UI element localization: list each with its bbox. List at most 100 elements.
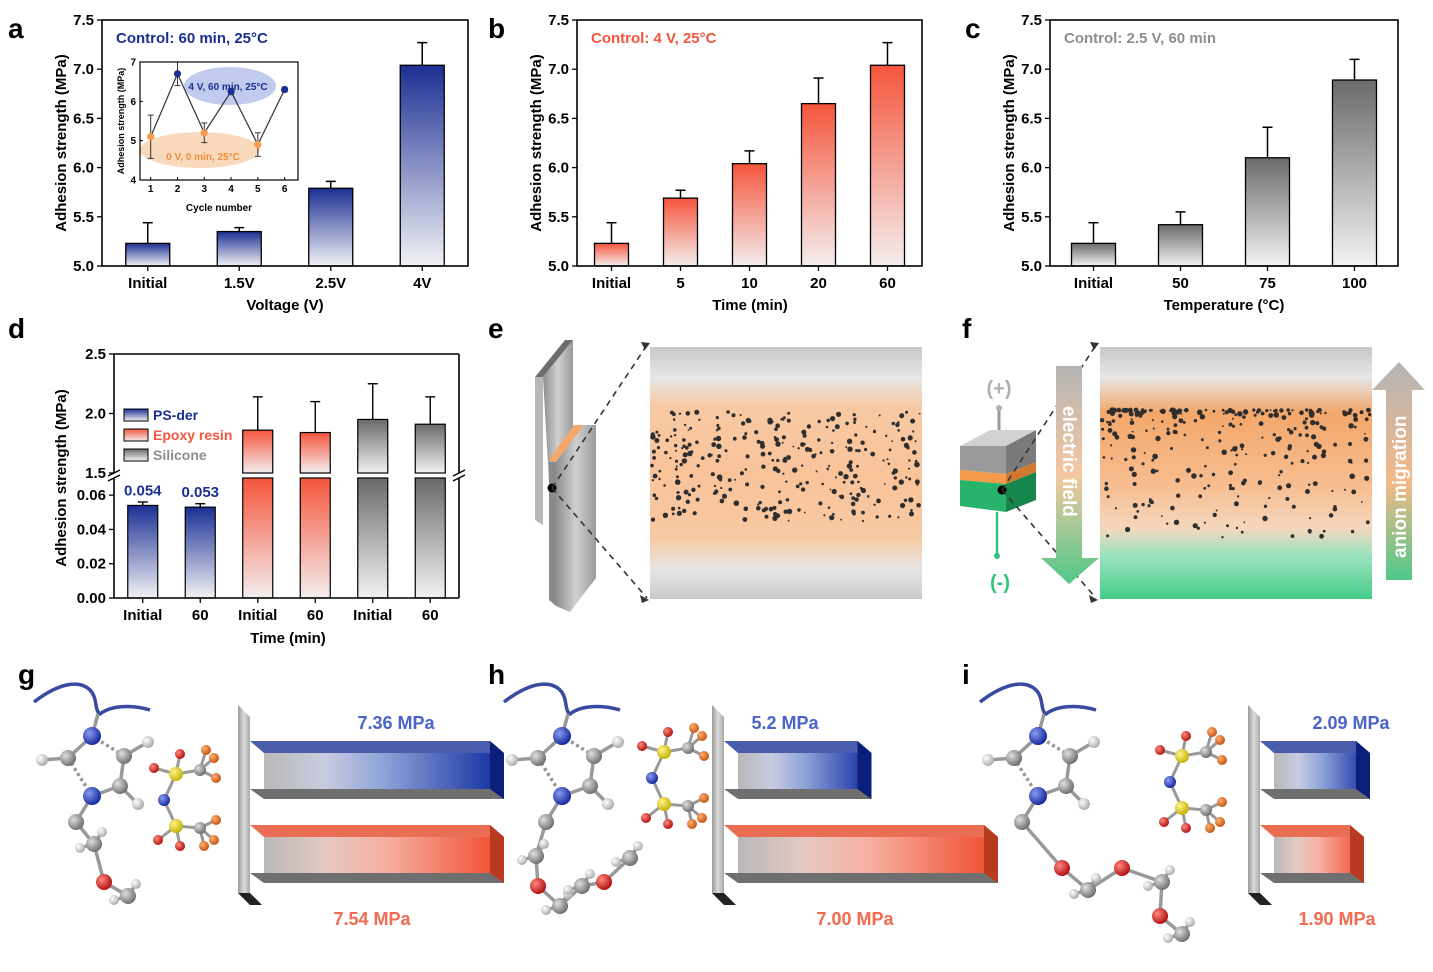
carbon-atom: [682, 800, 694, 812]
ion-particle: [1141, 502, 1145, 507]
ion-particle: [912, 450, 917, 455]
ion-particle: [1287, 411, 1292, 416]
ion-particle: [1235, 453, 1239, 457]
ion-particle: [1198, 494, 1203, 499]
ion-particle: [655, 498, 657, 500]
panel-label-c: c: [965, 13, 981, 44]
ion-particle: [1258, 421, 1264, 426]
ion-particle: [918, 412, 921, 415]
ion-particle: [783, 456, 787, 460]
ion-particle: [1261, 436, 1264, 439]
ion-particle: [696, 464, 700, 468]
ion-particle: [850, 480, 855, 485]
slab-bottom-underside: [724, 873, 998, 883]
ion-particle: [828, 464, 831, 468]
oxygen-atom: [1114, 860, 1130, 876]
ion-particle: [806, 424, 812, 429]
carbon-atom: [60, 750, 76, 766]
hydrogen-atom: [132, 798, 144, 810]
ion-particle: [1277, 485, 1283, 491]
slab-bottom-face: [1260, 825, 1364, 837]
nitrogen-atom: [553, 787, 571, 805]
ion-particle: [662, 512, 669, 518]
ion-particle: [829, 515, 835, 521]
y-tick-label: 6.5: [73, 110, 94, 127]
ion-particle: [1114, 507, 1117, 510]
ion-particle: [1320, 452, 1326, 459]
carbon-atom: [530, 750, 546, 766]
ion-particle: [685, 411, 691, 416]
ion-particle: [727, 478, 732, 482]
negative-terminal-label: (-): [990, 572, 1010, 594]
ion-particle: [1143, 452, 1146, 454]
panel-label-i: i: [962, 659, 970, 690]
substrate-wall: [1248, 705, 1260, 905]
ion-particle: [1106, 534, 1110, 538]
ion-particle: [908, 467, 911, 470]
ion-particle: [1363, 436, 1369, 442]
ion-particle: [914, 459, 918, 463]
ion-particle: [1305, 489, 1310, 494]
carbon-atom: [1006, 750, 1022, 766]
ion-particle: [845, 421, 849, 426]
ion-particle: [1131, 455, 1136, 460]
ion-particle: [1132, 482, 1137, 486]
ion-particle: [1367, 412, 1372, 417]
ion-particle: [903, 498, 908, 502]
lower-plate: [556, 425, 596, 612]
ion-particle: [1133, 515, 1138, 520]
carbon-atom: [116, 748, 132, 764]
ion-particle: [905, 476, 908, 479]
bar: [1244, 157, 1291, 267]
x-tick-label: 2.5V: [315, 275, 346, 292]
ion-particle: [774, 427, 778, 432]
ion-particle: [1144, 409, 1147, 413]
y-tick-label: 2.5: [85, 346, 106, 363]
ion-particle: [715, 458, 720, 463]
hydrogen-atom: [541, 905, 551, 915]
ion-particle: [1245, 453, 1248, 456]
oxygen-atom: [1159, 817, 1169, 827]
ion-particle: [760, 484, 765, 489]
ion-particle: [840, 518, 842, 521]
ion-particle: [1348, 423, 1354, 429]
ion-particle: [1291, 504, 1296, 509]
slab-bottom-underside: [250, 873, 504, 883]
anion-migration-label: anion migration: [1390, 416, 1411, 559]
ion-particle: [748, 419, 752, 423]
ion-particle: [849, 468, 854, 472]
ion-particle: [916, 483, 919, 486]
ion-particle: [1235, 526, 1239, 530]
ion-particle: [1360, 501, 1363, 503]
ion-particle: [1285, 496, 1290, 501]
ion-particle: [714, 489, 719, 494]
ion-particle: [1359, 410, 1364, 415]
ion-particle: [1171, 407, 1176, 413]
bar-lower: [357, 477, 389, 599]
ion-particle: [1342, 410, 1346, 414]
legend-swatch-silicone: [123, 448, 149, 462]
ion-particle: [715, 429, 719, 432]
y-tick-label: 7.0: [73, 61, 94, 78]
x-axis-label: Voltage (V): [246, 297, 323, 314]
ion-particle: [787, 519, 790, 522]
fluorine-atom: [699, 751, 709, 761]
ion-particle: [716, 423, 720, 427]
ion-particle: [848, 460, 853, 465]
ion-particle: [675, 495, 682, 501]
ion-particle: [651, 479, 655, 482]
ion-particle: [1258, 482, 1262, 485]
ion-particle: [1300, 459, 1305, 464]
ion-particle: [853, 421, 857, 424]
ion-particle: [861, 519, 865, 523]
hydrogen-atom: [612, 736, 624, 748]
ion-particle: [797, 508, 801, 512]
ion-particle: [716, 443, 722, 449]
ion-particle: [1322, 529, 1326, 533]
ion-particle: [1130, 434, 1136, 440]
ion-particle: [710, 453, 713, 456]
ion-particle: [690, 450, 694, 453]
hydrogen-atom: [506, 754, 518, 766]
ion-particle: [892, 485, 898, 491]
ion-particle: [658, 469, 662, 473]
